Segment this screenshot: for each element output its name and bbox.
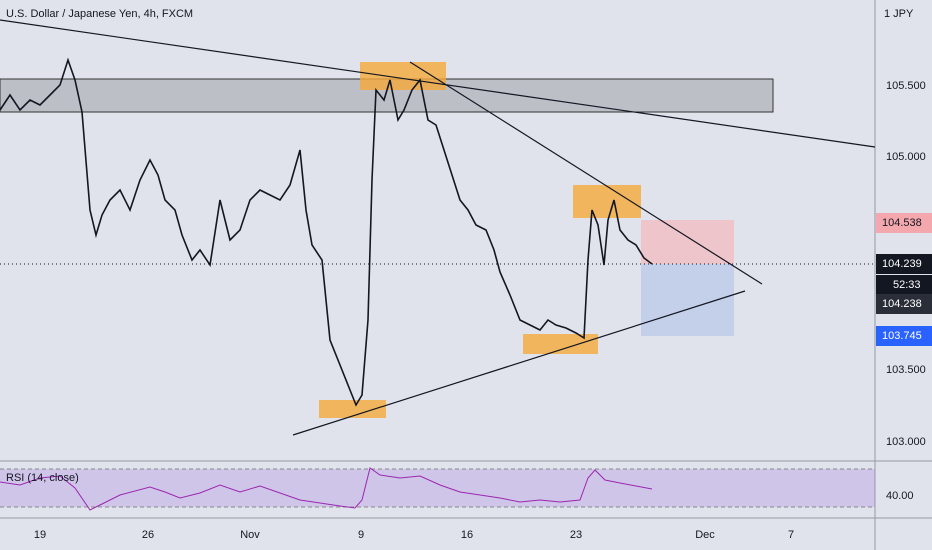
rsi-line [0, 467, 653, 511]
badge-countdown [876, 275, 932, 295]
badge-text: 52:33 [893, 279, 921, 291]
rsi-level: 40.00 [886, 490, 914, 502]
badge-upper [876, 213, 932, 233]
trend-line [409, 61, 763, 285]
time-tick: 19 [34, 529, 46, 541]
badge-text: 104.538 [882, 217, 922, 229]
highlight [319, 400, 386, 418]
time-tick: 26 [142, 529, 154, 541]
badge-text: 103.745 [882, 330, 922, 342]
badge-lower [876, 326, 932, 346]
trend-line [0, 19, 876, 148]
time-tick: 7 [788, 529, 794, 541]
highlight [523, 334, 598, 354]
badge-mid [876, 294, 932, 314]
highlight [573, 185, 641, 218]
badge-text: 104.239 [882, 258, 922, 270]
time-tick: 16 [461, 529, 473, 541]
highlights [319, 62, 641, 418]
price-tick: 105.500 [886, 80, 926, 92]
symbol-title: U.S. Dollar / Japanese Yen, 4h, FXCM [6, 8, 193, 20]
badge-last [876, 254, 932, 274]
currency-label: 1 JPY [884, 8, 914, 20]
time-tick: 9 [358, 529, 364, 541]
price-tick: 103.500 [886, 364, 926, 376]
price-series [0, 57, 653, 407]
time-tick: Dec [695, 529, 715, 541]
trend-line [292, 290, 746, 436]
price-tick: 105.000 [886, 151, 926, 163]
time-tick: Nov [240, 529, 260, 541]
price-tick: 103.000 [886, 436, 926, 448]
badge-text: 104.238 [882, 298, 922, 310]
rsi-label: RSI (14, close) [6, 472, 79, 484]
rsi-band [0, 469, 875, 507]
take-profit-box [641, 264, 734, 336]
time-tick: 23 [570, 529, 582, 541]
